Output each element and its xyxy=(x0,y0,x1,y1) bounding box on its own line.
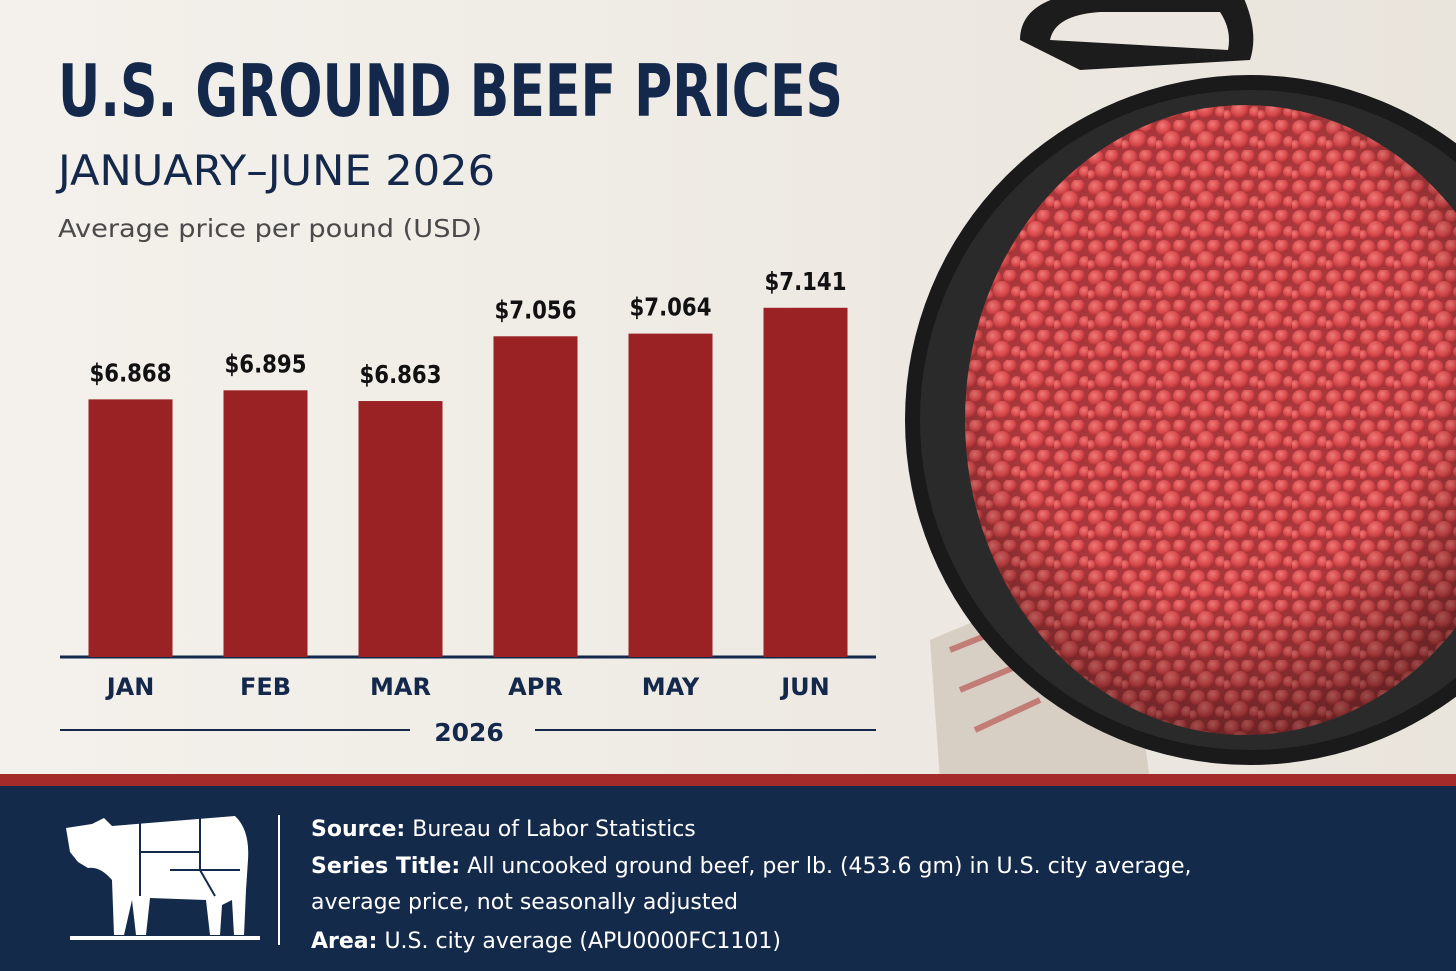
cow-icon xyxy=(66,816,260,940)
bar xyxy=(88,399,173,657)
bar xyxy=(358,401,443,657)
data-label: $7.064 xyxy=(630,293,712,322)
x-tick-label: JAN xyxy=(105,673,155,701)
data-label: $7.141 xyxy=(765,267,847,296)
data-label: $7.056 xyxy=(495,295,577,324)
value-axis-label: Average price per pound (USD) xyxy=(58,214,482,243)
x-tick-label: MAY xyxy=(642,673,700,701)
area-line: Area: U.S. city average (APU0000FC1101) xyxy=(311,929,781,954)
series-label: Series Title: xyxy=(311,854,460,879)
bar xyxy=(763,307,848,657)
area-label: Area: xyxy=(311,929,377,954)
series-line: Series Title: All uncooked ground beef, … xyxy=(311,854,1192,879)
series-title: average price, not seasonally adjusted xyxy=(311,890,738,915)
data-label: $6.863 xyxy=(360,360,442,389)
area: U.S. city average (APU0000FC1101) xyxy=(384,929,781,954)
x-tick-label: MAR xyxy=(370,673,431,701)
chart-subtitle: JANUARY–JUNE 2026 xyxy=(55,146,495,195)
bar xyxy=(493,336,578,657)
x-tick-label: JUN xyxy=(779,673,830,701)
x-tick-label: APR xyxy=(508,673,563,701)
data-label: $6.868 xyxy=(90,358,172,387)
skillet-photo xyxy=(905,0,1456,780)
series-title: All uncooked ground beef, per lb. (453.6… xyxy=(467,854,1191,879)
footer-stripe xyxy=(0,774,1456,786)
data-label: $6.895 xyxy=(225,349,307,378)
source: Bureau of Labor Statistics xyxy=(412,817,696,842)
x-tick-label: FEB xyxy=(240,673,291,701)
bar xyxy=(628,333,713,657)
bar xyxy=(223,390,308,657)
x-axis-label: 2026 xyxy=(434,718,504,747)
source-label: Source: xyxy=(311,817,405,842)
source-line: Source: Bureau of Labor Statistics xyxy=(311,817,696,842)
chart-title: U.S. GROUND BEEF PRICES xyxy=(58,49,843,133)
